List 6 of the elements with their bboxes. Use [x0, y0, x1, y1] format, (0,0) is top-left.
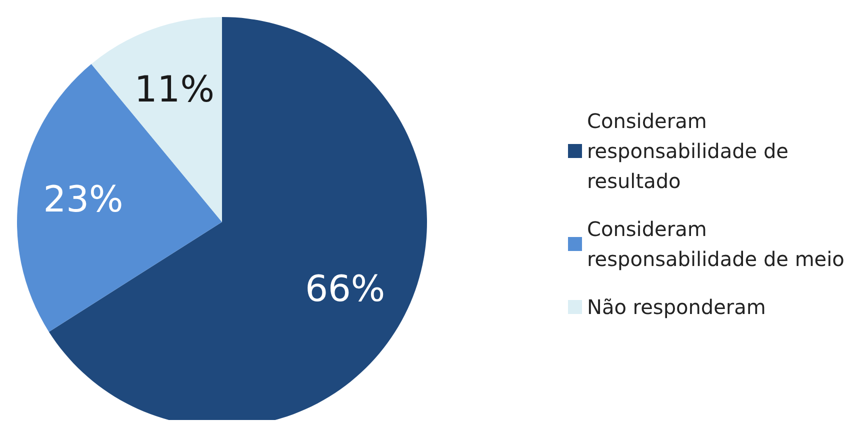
legend-label: Não responderam: [587, 295, 766, 319]
data-label: 23%: [43, 180, 124, 221]
legend-label: Consideram responsabilidade de resultado: [587, 109, 795, 193]
legend-label: Consideram responsabilidade de meio: [587, 217, 844, 271]
data-label: 11%: [134, 69, 214, 110]
data-label: 66%: [305, 269, 386, 310]
